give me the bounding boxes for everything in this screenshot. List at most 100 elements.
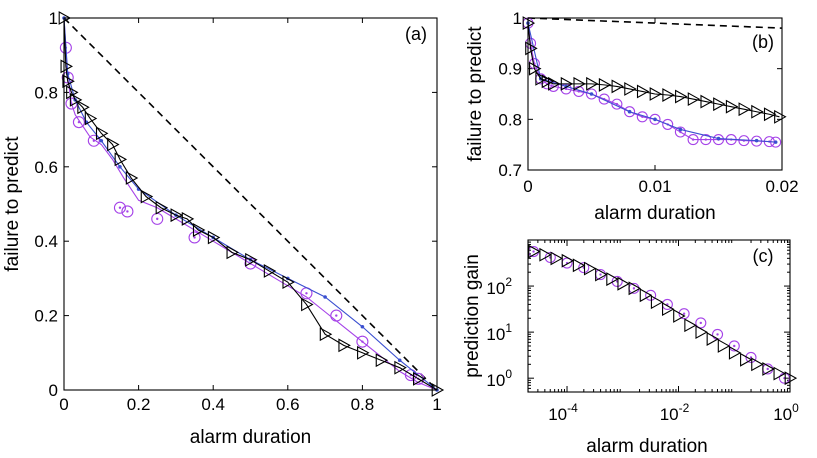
panel-a-ytick-label: 0.6	[34, 158, 58, 177]
panel-b-circle-marker	[624, 106, 636, 118]
panel-c-triangle-marker	[751, 357, 764, 372]
panel-c-triangle-marker	[572, 258, 586, 273]
panel-b-triangle-marker	[522, 16, 536, 31]
panel-c-circle-marker-dot	[532, 250, 535, 253]
panel-b-triangle-marker	[573, 76, 586, 91]
panel-b-circle-marker-dot	[564, 87, 568, 91]
panel-b-series-black-triangles	[522, 16, 787, 124]
panel-b-ytick-label: 1	[513, 9, 522, 28]
panel-b-xtick-label: 0.01	[638, 177, 671, 196]
panel-b-circle-marker-dot	[679, 130, 682, 134]
panel-c-circle-marker-dot	[699, 321, 703, 325]
panel-c-triangle-marker	[595, 267, 608, 282]
panel-b-circle-marker	[649, 113, 661, 125]
panel-a-triangle-marker	[114, 152, 128, 167]
panel-a-triangle-marker	[60, 59, 73, 74]
panel-a-circle-marker-dot	[193, 236, 196, 239]
panel-c-xtick-label-base: 10	[548, 405, 567, 424]
panel-a-ytick-label: 0.8	[34, 83, 58, 102]
panel-b-label: (b)	[752, 32, 774, 52]
panel-a-triangle-marker	[69, 92, 83, 107]
panel-c-circle-marker-dot	[733, 344, 736, 348]
panel-b-ytick-label: 0.9	[498, 60, 522, 79]
panel-b-ytick-label: 0.7	[498, 161, 522, 180]
panel-b-axes-frame	[527, 17, 783, 171]
panel-c-triangle-marker	[717, 339, 731, 353]
panel-a-triangle-marker	[226, 245, 239, 260]
panel-c-xtick-label: 100	[773, 401, 799, 424]
panel-b-circle-marker	[611, 98, 623, 110]
panel-c-circle-marker-dot	[682, 312, 686, 315]
panel-a-circle-marker	[87, 134, 100, 147]
panel-c-triangle-marker	[773, 366, 786, 381]
panel-b-circle-marker	[674, 126, 686, 138]
panel-a-dot-marker	[360, 324, 365, 329]
panel-b-circle-marker-dot	[615, 102, 619, 106]
panel-b-triangle-marker	[548, 76, 561, 91]
panel-a-circle-marker	[188, 231, 201, 244]
panel-a-dot-marker	[118, 165, 122, 169]
panel-b-triangle-marker	[525, 41, 538, 56]
panel-a-triangle-marker	[192, 223, 206, 237]
panel-c-ytick-label-exponent: 1	[505, 321, 512, 335]
panel-c-xtick-label: 10-2	[660, 401, 690, 424]
panel-b-dot-marker	[678, 127, 683, 132]
panel-b-triangle-marker	[598, 77, 612, 92]
panel-c-ytick-label-base: 10	[486, 325, 505, 344]
panel-b-xlabel: alarm duration	[594, 203, 715, 224]
panel-a-triangle-marker	[181, 211, 195, 226]
panel-b-circle-marker	[585, 88, 598, 100]
panel-a-xtick-label: 0.2	[127, 395, 151, 414]
panel-c-triangle-marker	[606, 272, 619, 287]
panel-a-circle-marker	[113, 201, 126, 214]
panel-b-dot-marker	[589, 92, 594, 96]
panel-a-line-purple-circles	[63, 17, 438, 391]
panel-a-triangle-marker	[357, 345, 370, 360]
panel-a-triangle-marker	[155, 200, 169, 215]
panel-b-line-random	[527, 17, 783, 29]
panel-c-triangle-marker	[673, 309, 686, 323]
panel-a-ytick-label: 0.4	[34, 232, 58, 251]
panel-c-ytick-label-exponent: 0	[505, 367, 512, 381]
panel-b-dot-marker	[754, 138, 759, 143]
panel-a-triangle-marker	[125, 171, 139, 185]
panel-a-triangle-marker	[107, 137, 120, 152]
panel-b-chart: 0 0.01 0.02 0.7 0.8 0.9 1 (b) alarm duration fail…	[465, 9, 799, 224]
panel-c-circle-marker-dot	[766, 367, 769, 371]
panel-a-circle-marker	[121, 205, 134, 218]
panel-b-triangle-marker	[529, 61, 542, 76]
panel-b-triangle-marker	[763, 107, 777, 122]
panel-a-circle-marker-dot	[77, 120, 81, 124]
panel-a-axes-frame	[63, 17, 438, 391]
panel-b-circle-marker-dot	[691, 138, 695, 141]
panel-c-xtick-label-base: 10	[660, 405, 679, 424]
panel-b-triangle-marker	[649, 87, 663, 101]
panel-a-triangle-marker	[207, 230, 221, 245]
panel-c-triangle-marker	[684, 318, 697, 333]
panel-c-xtick-label-exponent: -2	[679, 401, 690, 415]
panel-c-series-black-triangles	[528, 244, 798, 386]
panel-c-ytick-label-base: 10	[486, 279, 505, 298]
panel-a-dot-marker	[397, 358, 402, 363]
panel-c-circle-marker	[611, 275, 623, 288]
panel-a-triangle-marker	[263, 264, 277, 278]
panel-b-triangle-marker	[725, 99, 739, 114]
panel-c-triangle-marker	[639, 288, 653, 303]
panel-b-dot-marker	[716, 136, 721, 141]
panel-b-circle-marker	[687, 134, 699, 146]
panel-a-triangle-marker	[77, 100, 90, 115]
panel-b-triangle-marker	[713, 97, 726, 112]
panel-b-triangle-marker	[535, 71, 548, 86]
panel-c-xtick-label: 10-4	[548, 401, 578, 424]
panel-a-circle-marker-dot	[305, 292, 308, 295]
panel-c-ylabel: prediction gain	[462, 254, 483, 378]
panel-b-ytick-label: 0.8	[498, 110, 522, 129]
panel-c-circle-marker-dot	[632, 287, 636, 290]
panel-c-ytick-label: 100	[486, 367, 512, 390]
panel-b-triangle-marker	[624, 81, 637, 96]
panel-a-triangle-marker	[62, 74, 75, 89]
panel-a-line-random	[63, 17, 438, 391]
panel-a-triangle-marker	[140, 189, 154, 204]
panel-a-circle-marker-dot	[335, 314, 338, 317]
